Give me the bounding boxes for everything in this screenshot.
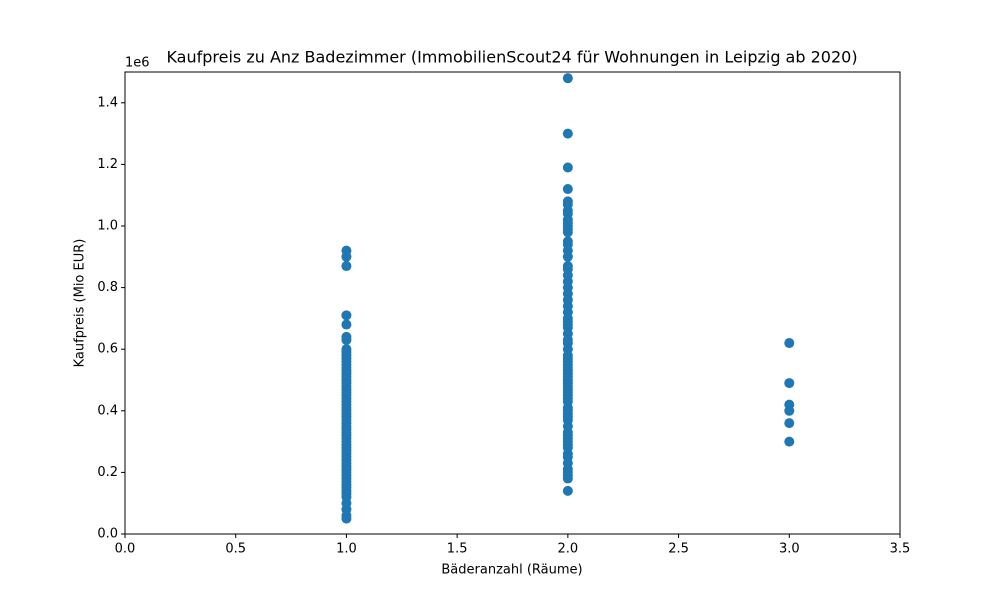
point (341, 513, 352, 524)
point (341, 310, 352, 321)
y-tick-label: 0.0 (97, 527, 118, 542)
point (562, 251, 573, 262)
y-tick-label: 0.8 (97, 280, 118, 295)
x-tick-label: 1.0 (336, 542, 357, 557)
x-tick-label: 2.0 (558, 542, 579, 557)
point (562, 473, 573, 484)
point (562, 162, 573, 173)
point (562, 73, 573, 84)
y-tick-label: 1.0 (97, 219, 118, 234)
y-tick-label: 1.4 (97, 95, 118, 110)
point (341, 251, 352, 262)
point (341, 319, 352, 330)
x-tick-label: 1.5 (447, 542, 468, 557)
y-offset-text: 1e6 (125, 56, 150, 71)
point (784, 338, 795, 349)
point (784, 378, 795, 389)
y-axis-label: Kaufpreis (Mio EUR) (73, 239, 88, 368)
y-tick-label: 0.4 (97, 403, 118, 418)
point (341, 334, 352, 345)
point (562, 485, 573, 496)
y-tick-label: 0.6 (97, 342, 118, 357)
x-tick-label: 2.5 (668, 542, 689, 557)
y-tick-label: 0.2 (97, 465, 118, 480)
point (784, 436, 795, 447)
x-axis-label: Bäderanzahl (Räume) (441, 563, 582, 578)
x-tick-label: 0.5 (225, 542, 246, 557)
point (784, 418, 795, 429)
point (562, 128, 573, 139)
x-tick-label: 0.0 (115, 542, 136, 557)
x-tick-label: 3.5 (890, 542, 911, 557)
x-tick-label: 3.0 (779, 542, 800, 557)
point (562, 184, 573, 195)
y-tick-label: 1.2 (97, 157, 118, 172)
point (562, 227, 573, 238)
point (341, 261, 352, 272)
plot-frame (124, 71, 901, 535)
chart-title: Kaufpreis zu Anz Badezimmer (ImmobilienS… (166, 48, 857, 67)
point (784, 405, 795, 416)
